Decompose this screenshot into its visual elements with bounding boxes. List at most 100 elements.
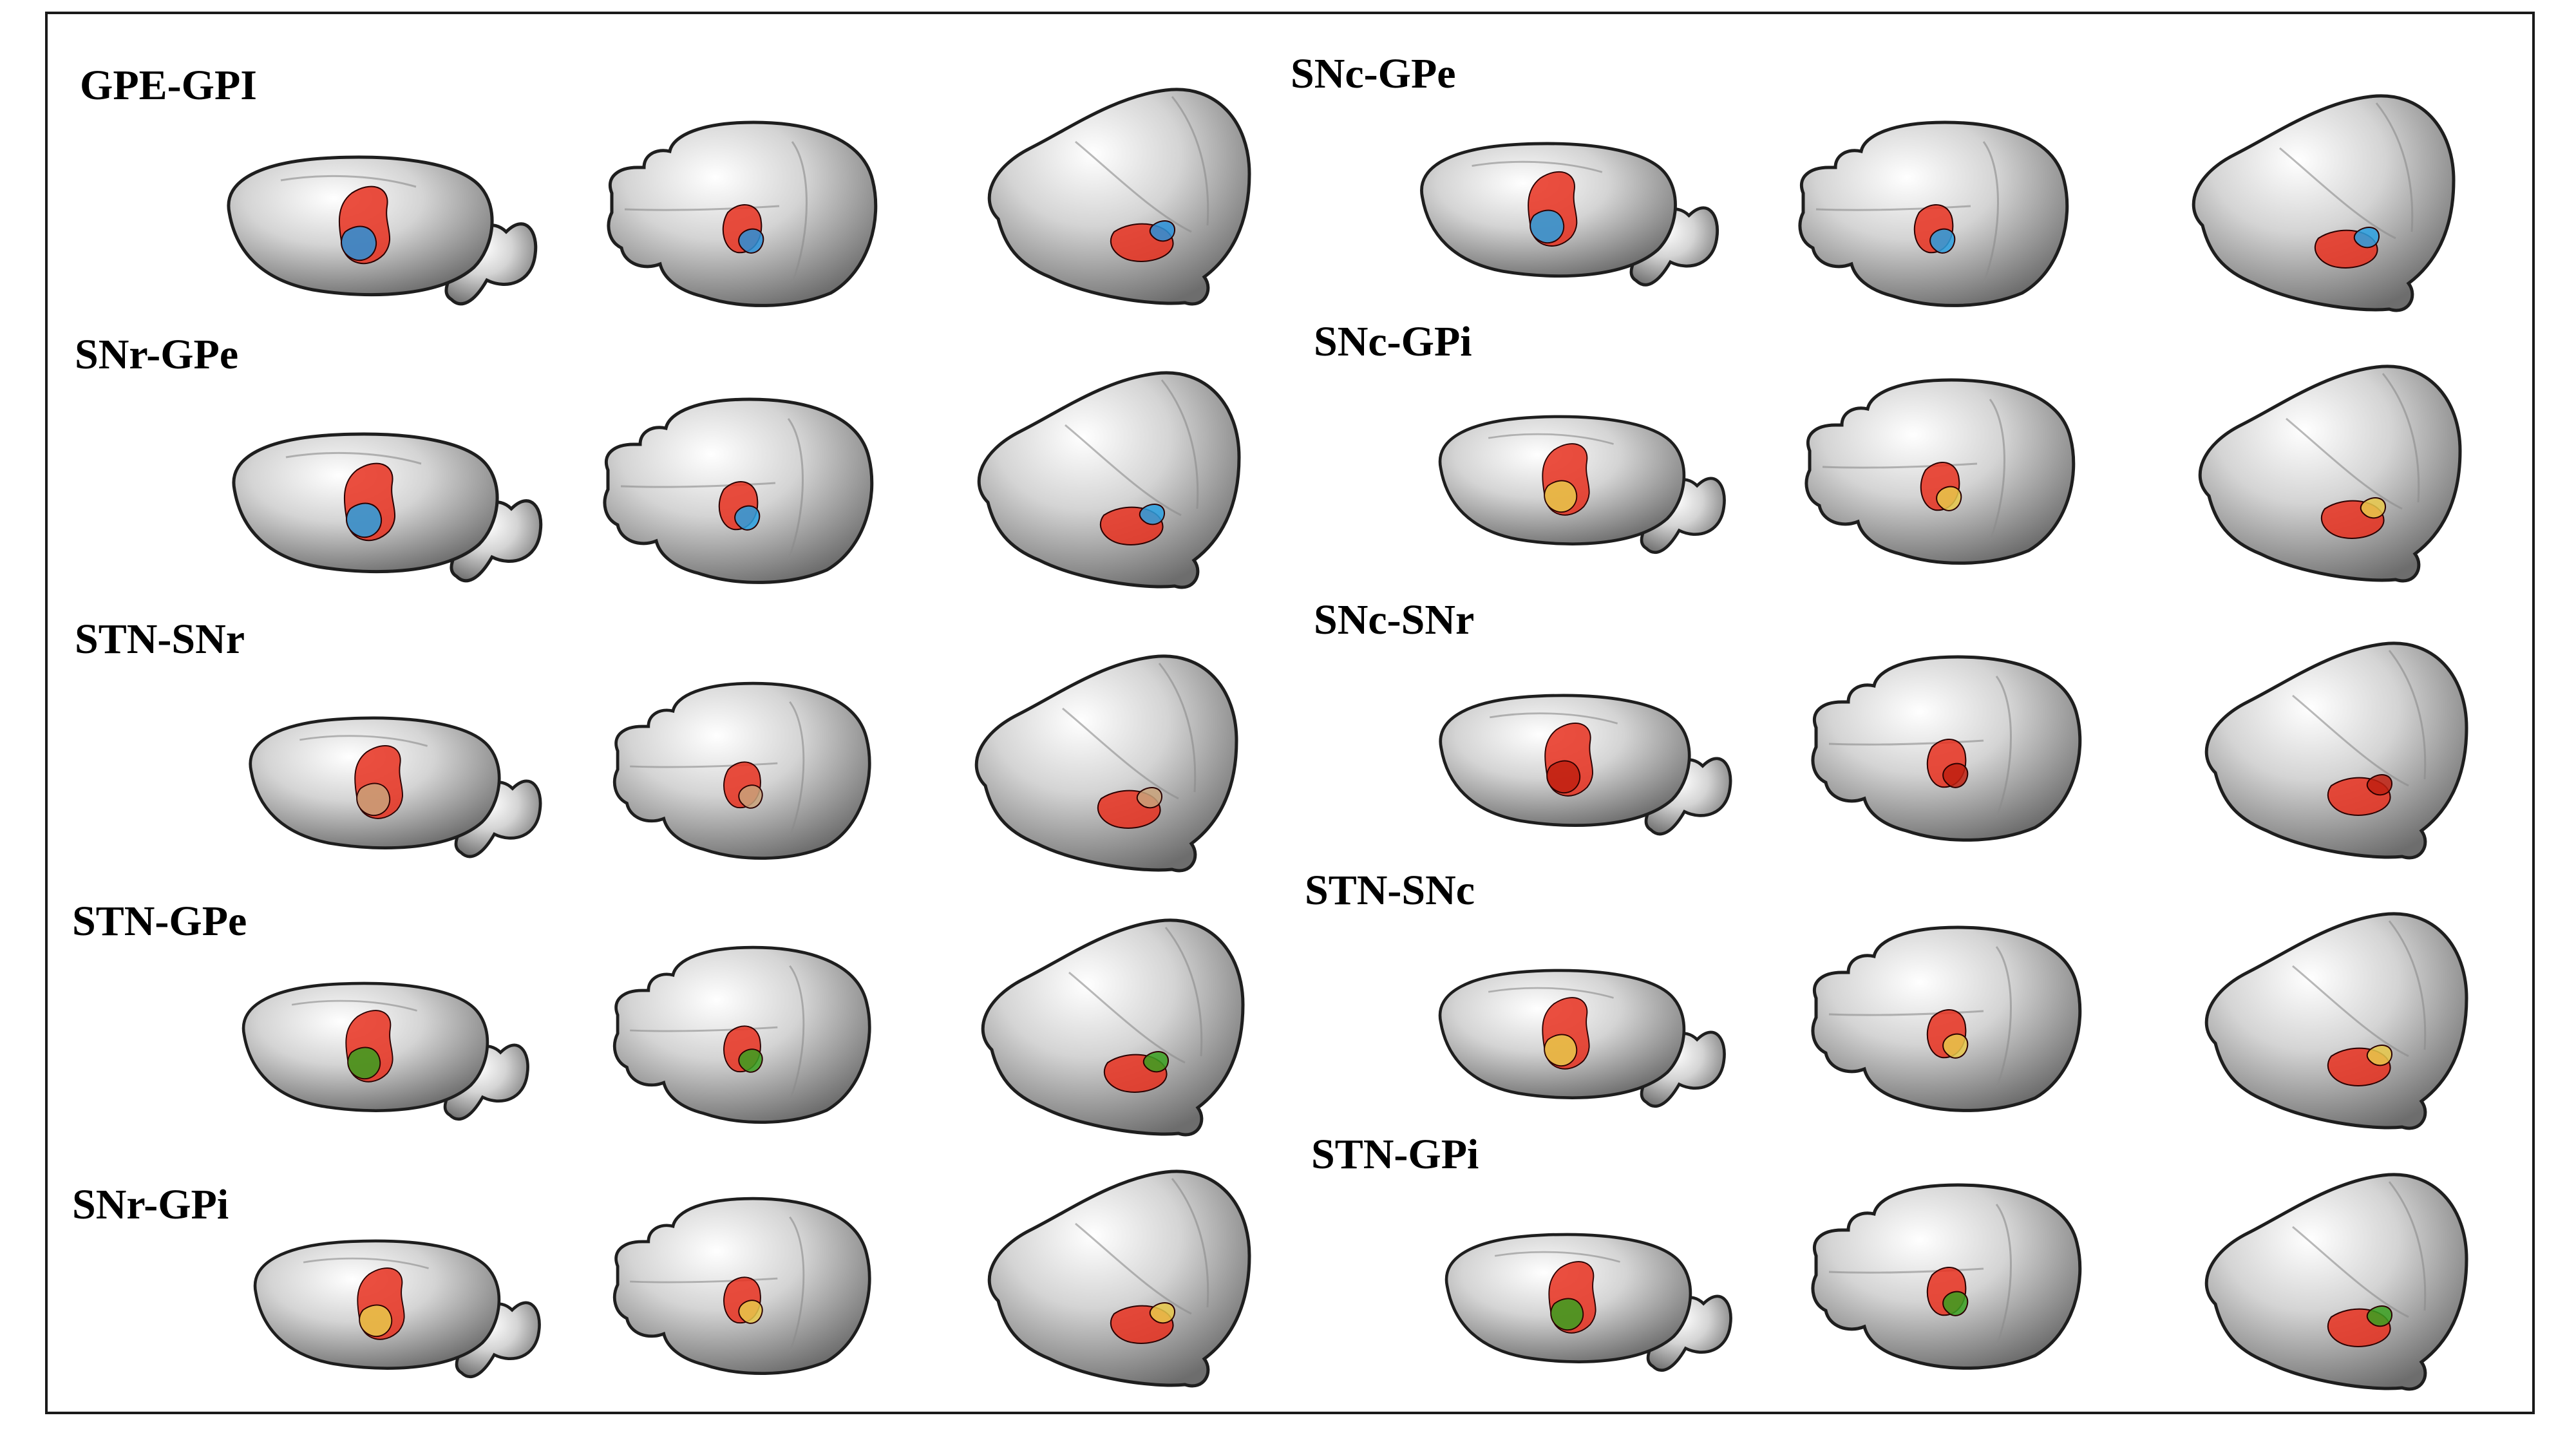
figure-frame [45,12,2535,1414]
brain-top-view [1811,925,2082,1112]
brain-fold [1815,205,1971,211]
highlight-region-b [1942,1291,1969,1316]
brain-oblique [2198,365,2462,583]
brain-oblique [2204,1173,2468,1391]
highlight-region-b [1149,220,1176,242]
brain-side-view [249,716,542,858]
brain-oblique [974,654,1238,873]
panel-label-snr-gpi: SNr-GPi [72,1181,229,1228]
panel-label-stn-snr: STN-SNr [75,616,245,663]
brain-fold [1472,160,1603,173]
highlight-region-b [738,228,764,254]
brain-side-view [253,1239,541,1378]
brain-fold [1488,987,1614,999]
brain-oblique [977,371,1241,589]
highlight-region-b [2366,1045,2393,1066]
highlight-region-b [2360,497,2387,519]
brain-side-view [1438,415,1726,554]
brain-side-view [1420,142,1719,287]
brain-fold [1488,433,1614,445]
highlight-region-b [1142,1051,1170,1073]
brain-fold [1171,1178,1209,1308]
brain-oblique-view [987,1170,1251,1388]
brain-top-view [612,681,871,860]
highlight-region-b [1942,762,1969,788]
brain-fold [2382,373,2420,503]
brain-top-view [603,397,874,584]
brain-fold [1075,1222,1192,1315]
brain-fold [1989,399,2005,542]
brain-side-view [242,981,529,1121]
panel-label-stn-gpe: STN-GPe [72,898,247,945]
brain-fold [1494,1251,1620,1263]
brain-side-view [1439,694,1732,836]
panel-label-gpe-gpi: GPE-GPI [80,62,257,109]
panel-label-stn-gpi: STN-GPi [1311,1131,1479,1178]
brain-fold [1158,663,1197,793]
brain-top-view [612,945,871,1124]
brain-oblique [2204,912,2468,1130]
highlight-region-b [1544,480,1578,513]
brain-fold [303,1257,429,1269]
brain-fold [280,175,417,188]
brain-top-view [607,120,878,307]
brain-fold [1995,1204,2012,1347]
brain-fold [787,418,804,561]
brain-side-view [1438,969,1726,1108]
highlight-region-b [2366,1305,2393,1327]
highlight-region-b [1136,787,1163,809]
highlight-region-b [341,225,377,261]
highlight-region-b [738,1300,763,1324]
brain-oblique-view [2204,912,2468,1130]
brain-oblique [987,1170,1251,1388]
highlight-region-b [356,782,391,816]
brain-oblique-view [981,918,1245,1137]
brain-fold [620,482,776,488]
brain-fold [299,735,428,747]
brain-fold [1982,141,1999,284]
brain-fold [1075,140,1192,233]
panel-label-snc-snr: SNc-SNr [1314,596,1475,643]
highlight-region-b [1936,486,1962,511]
brain-fold [1995,946,2012,1089]
brain-fold [2388,650,2427,780]
brain-fold [1828,1010,1984,1016]
brain-side-view [232,432,543,583]
brain-fold [2388,1181,2427,1311]
brain-top-view [1804,378,2076,565]
brain-fold [630,1026,778,1032]
brain-fold [2292,694,2409,787]
brain-fold [2375,102,2414,232]
brain-oblique-view [974,654,1238,873]
brain-top-view [1811,655,2082,842]
highlight-region-b [1546,760,1581,793]
highlight-region-b [1942,1033,1969,1059]
brain-top-view [1798,120,2069,307]
panel-label-snr-gpe: SNr-GPe [75,331,239,378]
brain-oblique-view [2198,365,2462,583]
brain-fold [1822,462,1978,469]
brain-oblique-view [2204,1173,2468,1391]
brain-top-view [612,1197,871,1376]
brain-fold [630,1277,778,1283]
highlight-region-b [359,1304,393,1337]
brain-fold [624,205,780,211]
brain-fold [2388,920,2427,1050]
highlight-region-b [738,784,763,809]
brain-fold [1068,971,1186,1064]
panel-label-stn-snc: STN-SNc [1305,867,1475,914]
brain-fold [1062,707,1179,800]
brain-oblique [987,88,1251,306]
panel-label-snc-gpe: SNc-GPe [1291,50,1456,97]
brain-oblique [2204,641,2468,860]
highlight-region-b [346,502,383,538]
brain-side-view [1444,1233,1732,1372]
highlight-region-b [1530,209,1565,243]
brain-fold [1065,424,1182,516]
brain-fold [1164,927,1203,1057]
highlight-region-b [1149,1302,1176,1324]
brain-side-view [227,155,538,306]
brain-fold [1171,96,1209,226]
brain-fold [291,999,417,1012]
brain-fold [2292,1226,2409,1318]
